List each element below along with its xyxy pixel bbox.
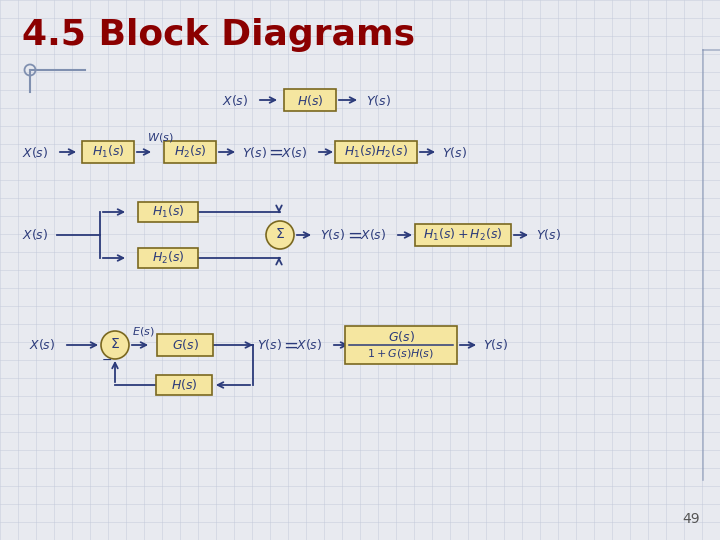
Text: $X(s)$: $X(s)$ <box>29 338 55 353</box>
FancyBboxPatch shape <box>138 202 198 222</box>
FancyBboxPatch shape <box>157 334 213 356</box>
Text: $X(s)$: $X(s)$ <box>222 92 248 107</box>
Text: $G(s)$: $G(s)$ <box>387 328 415 343</box>
Text: $Y(s)$: $Y(s)$ <box>482 338 508 353</box>
Text: $H_1(s)$: $H_1(s)$ <box>152 204 184 220</box>
Text: $\Sigma$: $\Sigma$ <box>110 338 120 352</box>
Text: $-$: $-$ <box>102 353 112 366</box>
Text: $X(s)$: $X(s)$ <box>296 338 322 353</box>
Text: 4.5 Block Diagrams: 4.5 Block Diagrams <box>22 18 415 52</box>
Text: $X(s)$: $X(s)$ <box>22 227 48 242</box>
FancyBboxPatch shape <box>156 375 212 395</box>
Text: $H(s)$: $H(s)$ <box>297 92 323 107</box>
Text: $\Sigma$: $\Sigma$ <box>275 227 285 241</box>
Text: $Y(s)$: $Y(s)$ <box>536 227 560 242</box>
Ellipse shape <box>266 221 294 249</box>
Text: $E(s)$: $E(s)$ <box>132 326 154 339</box>
Text: $H(s)$: $H(s)$ <box>171 377 197 393</box>
FancyBboxPatch shape <box>345 326 457 364</box>
Text: $X(s)$: $X(s)$ <box>360 227 386 242</box>
Text: $=$: $=$ <box>343 226 362 244</box>
Text: $H_2(s)$: $H_2(s)$ <box>152 250 184 266</box>
Text: $Y(s)$: $Y(s)$ <box>242 145 266 159</box>
Text: $H_1(s)H_2(s)$: $H_1(s)H_2(s)$ <box>344 144 408 160</box>
Text: $H_1(s)$: $H_1(s)$ <box>91 144 125 160</box>
FancyBboxPatch shape <box>284 89 336 111</box>
Text: $Y(s)$: $Y(s)$ <box>256 338 282 353</box>
Text: $Y(s)$: $Y(s)$ <box>320 227 344 242</box>
Text: 49: 49 <box>683 512 700 526</box>
Text: $H_2(s)$: $H_2(s)$ <box>174 144 206 160</box>
Text: $=$: $=$ <box>265 143 283 161</box>
FancyBboxPatch shape <box>82 141 134 163</box>
Text: $H_1(s) + H_2(s)$: $H_1(s) + H_2(s)$ <box>423 227 503 243</box>
Text: $1 + G(s)H(s)$: $1 + G(s)H(s)$ <box>367 348 435 361</box>
FancyBboxPatch shape <box>415 224 511 246</box>
Text: $G(s)$: $G(s)$ <box>171 338 199 353</box>
Text: $Y(s)$: $Y(s)$ <box>366 92 390 107</box>
Text: $X(s)$: $X(s)$ <box>281 145 307 159</box>
Ellipse shape <box>101 331 129 359</box>
Text: $=$: $=$ <box>279 336 298 354</box>
Text: $X(s)$: $X(s)$ <box>22 145 48 159</box>
FancyBboxPatch shape <box>164 141 216 163</box>
Text: $W(s)$: $W(s)$ <box>147 132 174 145</box>
FancyBboxPatch shape <box>138 248 198 268</box>
FancyBboxPatch shape <box>335 141 417 163</box>
Text: $Y(s)$: $Y(s)$ <box>441 145 467 159</box>
